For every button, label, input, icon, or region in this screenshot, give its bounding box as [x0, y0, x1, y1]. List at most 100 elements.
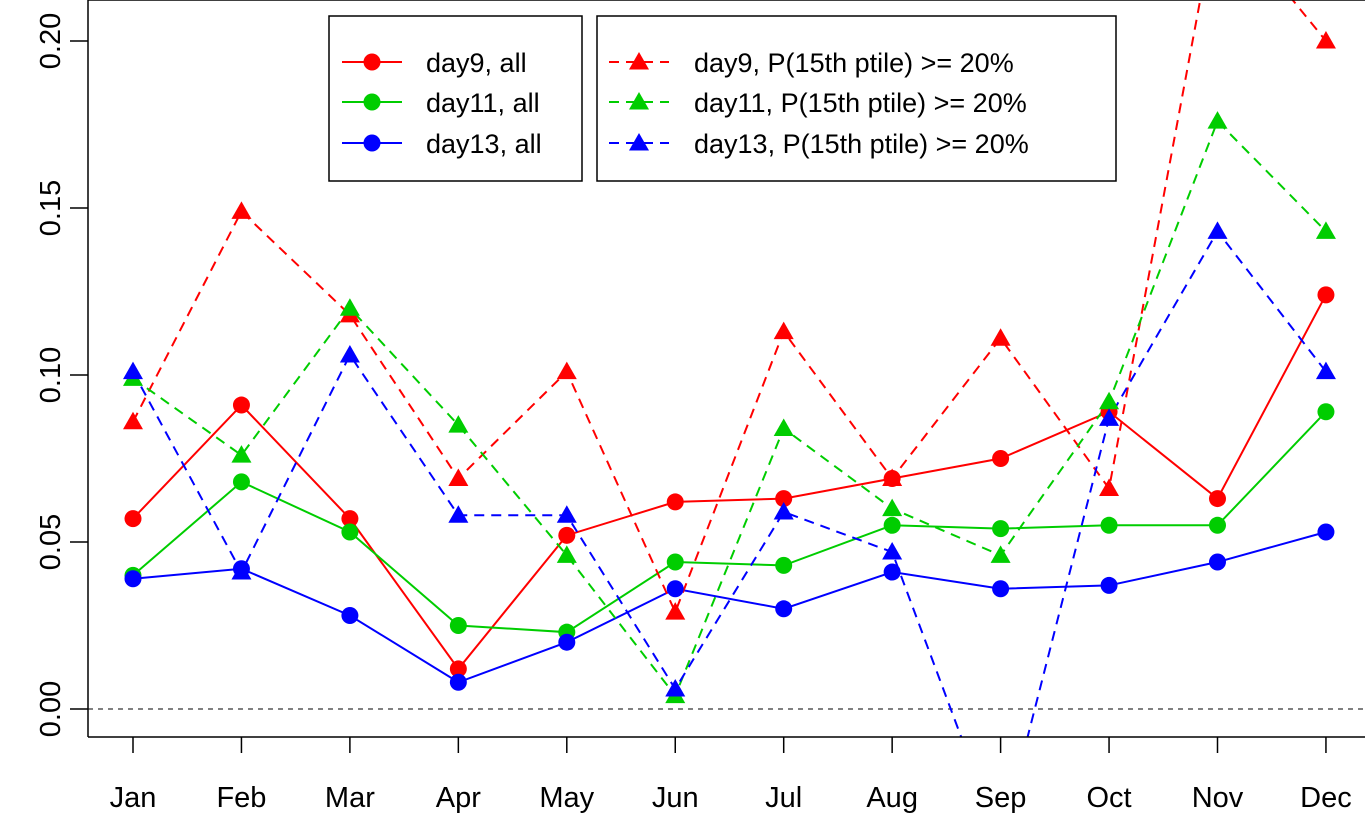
point-day9-all-may: [558, 526, 576, 544]
legend-marker-day13-all: [363, 134, 381, 152]
point-day13-p-15th-ptile-20-nov: [1207, 221, 1228, 239]
y-tick-label-0-10: 0.10: [35, 347, 67, 403]
point-day9-p-15th-ptile-20-sep: [990, 328, 1011, 346]
x-tick-label-may: May: [539, 782, 594, 814]
x-tick-label-apr: Apr: [436, 782, 481, 814]
point-day13-p-15th-ptile-20-may: [556, 505, 577, 523]
series-lines: [88, 0, 1365, 737]
point-day11-p-15th-ptile-20-may: [556, 545, 577, 563]
point-day9-p-15th-ptile-20-dec: [1315, 31, 1336, 49]
legend-1: day9, all day11, all day13, all: [328, 15, 583, 182]
point-day11-p-15th-ptile-20-sep: [990, 545, 1011, 563]
point-day9-all-jul: [775, 490, 793, 508]
point-day11-all-nov: [1209, 516, 1226, 534]
legend-label-day13-p-15th-ptile-20: day13, P(15th ptile) >= 20%: [694, 129, 1029, 159]
point-day11-all-jul: [775, 556, 793, 574]
legend-label-day9-all: day9, all: [426, 48, 527, 78]
legend-marker-day9-p-15th-ptile-20: [629, 52, 649, 70]
point-day11-p-15th-ptile-20-apr: [448, 415, 469, 433]
point-day11-p-15th-ptile-20-jul: [773, 418, 794, 436]
point-day13-all-apr: [449, 673, 467, 691]
point-day9-all-jan: [124, 510, 142, 528]
point-day13-p-15th-ptile-20-aug: [882, 542, 903, 560]
point-day13-all-nov: [1209, 553, 1226, 571]
point-day13-all-mar: [341, 606, 359, 624]
series-markers: [123, 31, 1336, 704]
point-day13-all-sep: [992, 580, 1010, 598]
point-day13-all-oct: [1100, 576, 1118, 594]
point-day13-p-15th-ptile-20-mar: [339, 344, 360, 363]
point-day9-p-15th-ptile-20-feb: [231, 201, 252, 219]
point-day9-all-sep: [992, 450, 1010, 467]
point-day11-all-dec: [1317, 403, 1335, 421]
legend-label-day11-all: day11, all: [426, 88, 540, 118]
x-tick-label-aug: Aug: [866, 782, 918, 814]
point-day13-all-may: [558, 633, 576, 651]
point-day9-p-15th-ptile-20-jun: [665, 602, 686, 620]
point-day9-all-apr: [449, 660, 467, 678]
series-line-day11-all: [132, 411, 1327, 634]
point-day11-p-15th-ptile-20-aug: [882, 498, 903, 517]
point-day13-p-15th-ptile-20-jan: [123, 361, 143, 380]
x-tick-label-jan: Jan: [110, 782, 157, 814]
point-day11-all-feb: [232, 473, 250, 491]
legends: day9, all day11, all day13, all day9, P(15t…: [328, 15, 1117, 182]
point-day11-p-15th-ptile-20-nov: [1207, 111, 1228, 129]
legend-marker-day11-all: [363, 93, 381, 111]
point-day11-all-sep: [992, 520, 1010, 538]
y-tick-label-0-05: 0.05: [35, 514, 67, 570]
point-day9-all-mar: [341, 510, 359, 528]
legend-marker-day11-p-15th-ptile-20: [629, 92, 649, 110]
series-line-day9-p-15th-ptile-20: [132, 0, 1327, 615]
point-day9-p-15th-ptile-20-jul: [773, 321, 794, 340]
point-day9-p-15th-ptile-20-jan: [123, 411, 143, 430]
legend-marker-day9-all: [363, 53, 381, 71]
x-tick-label-mar: Mar: [325, 782, 375, 814]
point-day13-p-15th-ptile-20-jul: [773, 501, 794, 520]
series-line-day13-all: [132, 531, 1327, 684]
point-day9-p-15th-ptile-20-aug: [882, 468, 903, 487]
legend-label-day13-all: day13, all: [426, 129, 542, 159]
point-day9-p-15th-ptile-20-may: [556, 361, 577, 380]
point-day11-all-oct: [1100, 516, 1118, 534]
point-day11-p-15th-ptile-20-mar: [339, 298, 360, 316]
axes: Jan Feb Mar Apr May Jun Jul Aug Sep Oct Nov Dec 0.00…: [35, 13, 1352, 814]
point-day13-all-aug: [883, 563, 901, 581]
point-day9-p-15th-ptile-20-oct: [1099, 478, 1120, 497]
point-day11-all-mar: [341, 523, 359, 541]
point-day13-all-dec: [1317, 523, 1335, 541]
legend-label-day11-p-15th-ptile-20: day11, P(15th ptile) >= 20%: [694, 88, 1027, 118]
x-tick-label-nov: Nov: [1192, 782, 1244, 814]
y-tick-label-0-00: 0.00: [35, 681, 67, 737]
point-day13-p-15th-ptile-20-oct: [1099, 408, 1120, 426]
point-day13-p-15th-ptile-20-apr: [448, 505, 469, 523]
x-tick-label-dec: Dec: [1300, 782, 1352, 814]
point-day13-p-15th-ptile-20-dec: [1315, 361, 1336, 380]
point-day13-all-jul: [775, 600, 793, 618]
y-tick-label-0-20: 0.20: [35, 13, 67, 69]
point-day9-all-nov: [1209, 490, 1226, 508]
x-tick-label-sep: Sep: [975, 782, 1027, 814]
point-day9-all-jun: [666, 493, 684, 511]
point-day9-all-feb: [232, 396, 250, 414]
point-day13-all-jun: [666, 580, 684, 598]
point-day9-p-15th-ptile-20-apr: [448, 468, 469, 487]
point-day11-all-apr: [449, 617, 467, 634]
point-day11-all-aug: [883, 516, 901, 534]
point-day11-p-15th-ptile-20-dec: [1315, 221, 1336, 239]
point-day11-p-15th-ptile-20-feb: [231, 445, 252, 463]
x-tick-label-jun: Jun: [652, 782, 699, 814]
series-line-day13-p-15th-ptile-20: [132, 229, 1327, 737]
y-tick-label-0-15: 0.15: [35, 180, 67, 236]
series-line-day9-all: [132, 294, 1327, 671]
x-tick-label-feb: Feb: [216, 782, 266, 814]
point-day13-p-15th-ptile-20-feb: [231, 562, 252, 580]
legend-marker-day13-p-15th-ptile-20: [629, 133, 649, 151]
point-day11-all-jun: [666, 553, 684, 571]
point-day13-all-jan: [124, 570, 142, 588]
point-day11-p-15th-ptile-20-oct: [1099, 391, 1120, 410]
point-day9-all-dec: [1317, 286, 1335, 304]
x-tick-label-oct: Oct: [1086, 782, 1131, 814]
series-line-day11-p-15th-ptile-20: [132, 119, 1327, 698]
